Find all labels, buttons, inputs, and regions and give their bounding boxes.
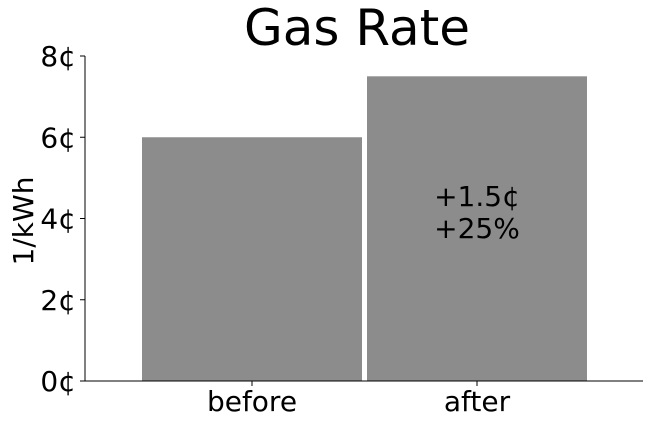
- bar-before: [142, 137, 362, 381]
- y-axis-label: 1/kWh: [7, 177, 40, 266]
- bar-after: [367, 76, 587, 381]
- y-tick-label: 4¢: [40, 203, 76, 236]
- y-tick-label: 8¢: [40, 40, 76, 73]
- x-tick-label-before: before: [207, 385, 297, 418]
- annotation-group: +1.5¢+25%: [434, 180, 520, 245]
- y-tick-label: 0¢: [40, 365, 76, 398]
- y-ticks-group: 0¢ 2¢ 4¢ 6¢ 8¢: [40, 40, 85, 398]
- annotation-line: +25%: [434, 212, 520, 245]
- y-tick-label: 2¢: [40, 284, 76, 317]
- chart-title: Gas Rate: [244, 0, 470, 57]
- x-tick-label-after: after: [444, 385, 511, 418]
- annotation-line: +1.5¢: [434, 180, 520, 213]
- y-tick-label: 6¢: [40, 121, 76, 154]
- bars-group: [142, 76, 587, 381]
- x-ticks-group: before after: [207, 381, 511, 418]
